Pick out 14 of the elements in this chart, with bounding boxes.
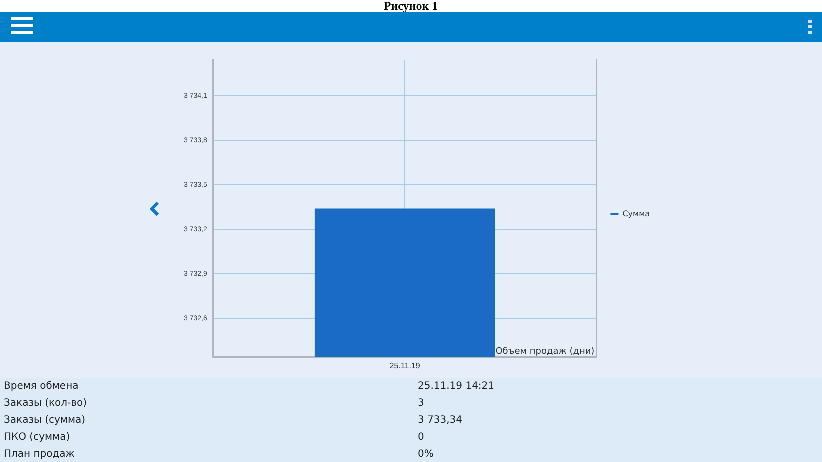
x-axis-title: Объем продаж (дни) <box>496 347 595 358</box>
text: 3 733,34 <box>418 414 463 428</box>
x-tick-label: 25.11.19 <box>390 361 421 370</box>
text: Время обмена <box>4 380 79 394</box>
text: ПКО (сумма) <box>4 431 70 445</box>
chart-title: Рисунок 1 <box>382 0 440 13</box>
text: 25.11.19 14:21 <box>418 380 495 394</box>
text: 0% <box>418 448 434 462</box>
legend-label: Сумма <box>622 210 650 219</box>
text: 3 <box>418 397 424 411</box>
text: План продаж <box>4 448 75 462</box>
text: Заказы (кол-во) <box>4 397 88 411</box>
text: Заказы (сумма) <box>4 414 86 428</box>
text: 0 <box>418 431 424 445</box>
